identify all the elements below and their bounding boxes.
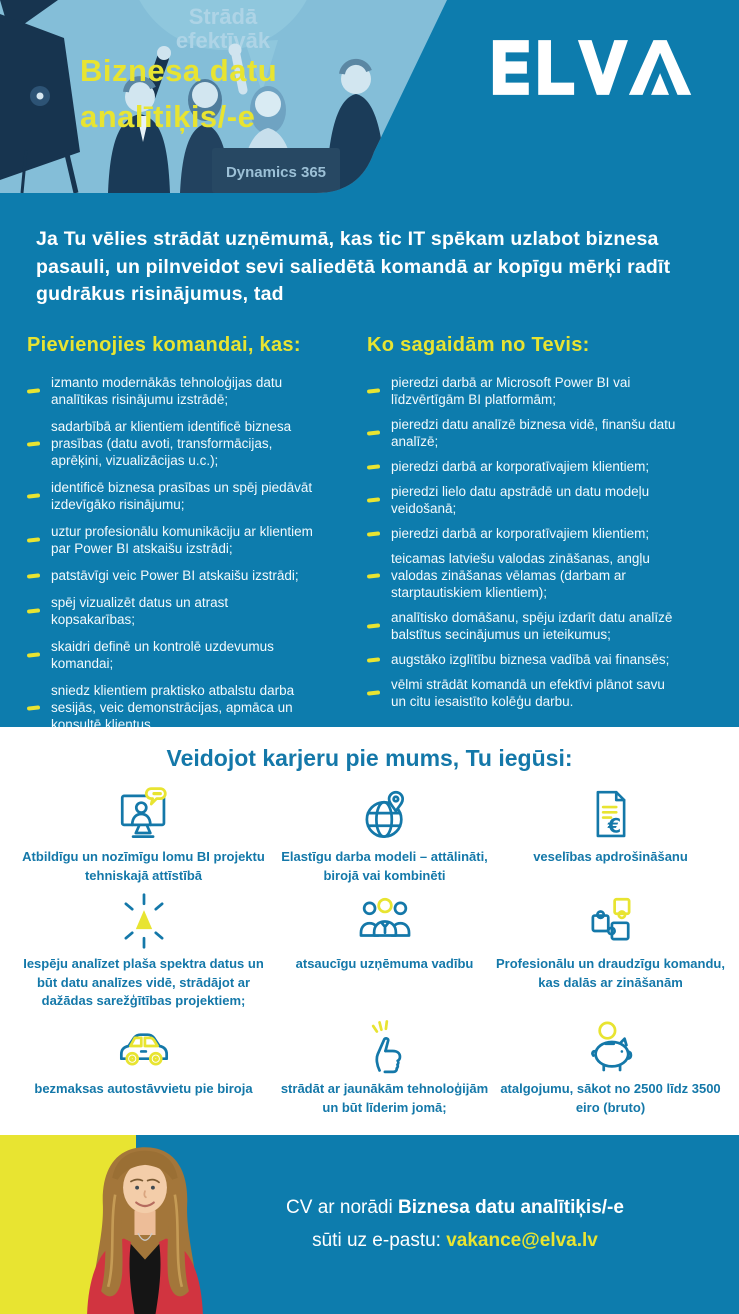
svg-text:Strādā: Strādā	[189, 4, 258, 29]
list-item: identificē biznesa prasības un spēj pied…	[26, 479, 367, 513]
svg-text:efektīvāk: efektīvāk	[176, 28, 271, 53]
snap-fingers-icon	[371, 1020, 401, 1074]
position-name: Biznesa datu analītiķis/-e	[397, 1197, 624, 1218]
benefit-item: strādāt ar jaunākām tehnoloģijām un būt …	[276, 1011, 494, 1118]
join-team-list: izmanto modernākās tehnoloģijas datu ana…	[26, 374, 367, 733]
list-item: sadarbībā ar klientiem identificē biznes…	[26, 418, 367, 469]
globe-pin-icon	[365, 790, 404, 839]
benefits-heading: Veidojot karjeru pie mums, Tu iegūsi:	[166, 745, 573, 771]
bullet-dash-icon	[26, 652, 41, 658]
column-expectations-heading: Ko sagaidām no Tevis:	[367, 334, 590, 357]
contact-line2: sūti uz e-pastu: vakance@elva.lv	[312, 1230, 598, 1251]
svg-text:Dynamics 365: Dynamics 365	[226, 164, 326, 181]
bullet-dash-icon	[366, 388, 381, 394]
benefit-item: atsaucīgu uzņēmuma vadību	[276, 886, 494, 1012]
list-item: augstāko izglītību biznesa vadībā vai fi…	[366, 651, 712, 668]
benefits-grid: Atbildīgu un nozīmīgu lomu BI projektu t…	[12, 779, 728, 1118]
benefit-item: bezmaksas autostāvvietu pie biroja	[12, 1011, 276, 1118]
list-item: skaidri definē un kontrolē uzdevumus kom…	[26, 638, 367, 672]
contact-text: CV ar norādi Biznesa datu analītiķis/-e …	[210, 1191, 700, 1257]
column-expectations: Ko sagaidām no Tevis: pieredzi darbā ar …	[366, 334, 712, 743]
strada-efektivak-badge: Strādā efektīvāk	[128, 0, 318, 92]
list-item: spēj vizualizēt datus un atrast kopsakar…	[26, 594, 367, 628]
monitor-person-icon	[120, 787, 167, 839]
list-item: sniedz klientiem praktisko atbalstu darb…	[26, 682, 367, 733]
document-euro-icon: €	[596, 790, 625, 837]
bullet-dash-icon	[366, 430, 381, 436]
bullet-dash-icon	[366, 657, 381, 662]
benefit-item: atalgojumu, sākot no 2500 līdz 3500 eiro…	[494, 1011, 728, 1118]
hero-photo-illustration: Strādā efektīvāk	[0, 0, 447, 193]
bullet-dash-icon	[26, 493, 41, 499]
piggy-bank-icon	[590, 1021, 632, 1072]
list-item: vēlmi strādāt komandā un efektīvi plānot…	[366, 676, 712, 710]
bullet-dash-icon	[366, 690, 381, 696]
bullet-dash-icon	[366, 464, 381, 469]
column-join-team-heading: Pievienojies komandai, kas:	[27, 334, 301, 357]
car-icon	[119, 1033, 168, 1066]
bullet-dash-icon	[26, 608, 41, 614]
bullet-dash-icon	[26, 573, 41, 578]
column-join-team: Pievienojies komandai, kas: izmanto mode…	[26, 334, 367, 743]
list-item: teicamas latviešu valodas zināšanas, ang…	[366, 550, 712, 601]
requirements-section: Ja Tu vēlies strādāt uzņēmumā, kas tic I…	[0, 193, 739, 732]
page-title: Biznesa datu analītiķis/-e	[80, 48, 277, 140]
email-link[interactable]: vakance@elva.lv	[446, 1230, 598, 1251]
list-item: patstāvīgi veic Power BI atskaišu izstrā…	[26, 567, 367, 584]
benefit-item: Profesionālu un draudzīgu komandu, kas d…	[494, 886, 728, 1012]
list-item: izmanto modernākās tehnoloģijas datu ana…	[26, 374, 367, 408]
recruiter-photo	[87, 1147, 203, 1314]
page-title-line2: analītiķis/-e	[80, 99, 256, 134]
list-item: pieredzi datu analīzē biznesa vidē, fina…	[366, 416, 712, 450]
benefit-item: Elastīgu darba modeli – attālināti, biro…	[276, 779, 494, 886]
sparkle-icon	[124, 893, 163, 949]
list-item: pieredzi lielo datu apstrādē un datu mod…	[366, 483, 712, 517]
team-photo-silhouettes	[108, 43, 386, 193]
list-item: pieredzi darbā ar korporatīvajiem klient…	[366, 458, 712, 475]
list-item: pieredzi darbā ar korporatīvajiem klient…	[366, 525, 712, 542]
elva-logo	[492, 40, 692, 95]
bullet-dash-icon	[366, 497, 381, 503]
bullet-dash-icon	[26, 537, 41, 543]
contact-line1: CV ar norādi Biznesa datu analītiķis/-e	[286, 1197, 624, 1218]
intro-paragraph: Ja Tu vēlies strādāt uzņēmumā, kas tic I…	[36, 228, 671, 306]
bullet-dash-icon	[26, 388, 41, 394]
bullet-dash-icon	[366, 573, 381, 578]
bullet-dash-icon	[26, 441, 41, 446]
expectations-list: pieredzi darbā ar Microsoft Power BI vai…	[366, 374, 712, 710]
bullet-dash-icon	[366, 623, 381, 629]
list-item: pieredzi darbā ar Microsoft Power BI vai…	[366, 374, 712, 408]
benefit-item: Iespēju analīzet plaša spektra datus un …	[12, 886, 276, 1012]
benefit-item: € veselības apdrošināšanu	[494, 779, 728, 886]
dynamics-podium: Dynamics 365	[212, 148, 340, 193]
svg-text:€: €	[606, 814, 620, 837]
team-icon	[359, 897, 410, 937]
bullet-dash-icon	[366, 531, 381, 536]
contact-footer: CV ar norādi Biznesa datu analītiķis/-e …	[0, 1135, 739, 1314]
hero-header: Strādā efektīvāk	[0, 0, 739, 193]
studio-light-silhouette	[0, 0, 80, 193]
page-title-line1: Biznesa datu	[80, 53, 278, 88]
list-item: analītisko domāšanu, spēju izdarīt datu …	[366, 609, 712, 643]
bullet-dash-icon	[26, 705, 41, 710]
list-item: uztur profesionālu komunikāciju ar klien…	[26, 523, 367, 557]
puzzle-icon	[591, 897, 630, 941]
benefit-item: Atbildīgu un nozīmīgu lomu BI projektu t…	[12, 779, 276, 886]
benefits-section: Veidojot karjeru pie mums, Tu iegūsi: At…	[0, 727, 739, 1135]
